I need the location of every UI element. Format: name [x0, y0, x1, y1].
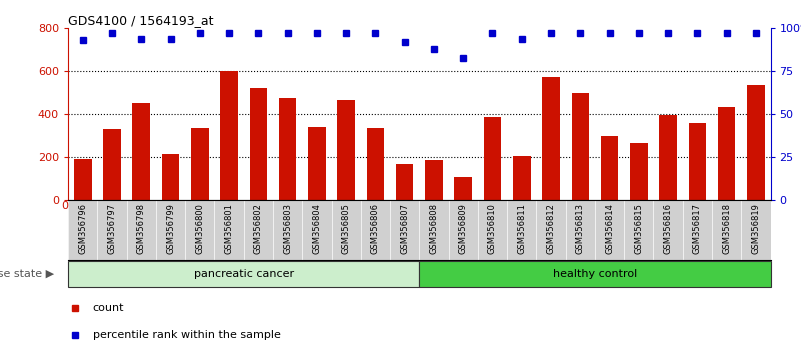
Text: 0: 0: [61, 201, 68, 211]
Text: GSM356808: GSM356808: [429, 203, 438, 254]
Text: GSM356818: GSM356818: [723, 203, 731, 254]
Bar: [425, 160, 443, 200]
Bar: [279, 98, 296, 200]
Bar: [630, 143, 648, 200]
Bar: [103, 129, 121, 200]
Bar: [601, 136, 618, 200]
Bar: [74, 159, 91, 200]
Bar: [162, 154, 179, 200]
Text: GSM356811: GSM356811: [517, 203, 526, 254]
Bar: [513, 156, 530, 200]
Bar: [132, 103, 150, 200]
Text: healthy control: healthy control: [553, 269, 637, 279]
Text: GSM356797: GSM356797: [107, 203, 116, 254]
Bar: [220, 71, 238, 200]
Text: GSM356806: GSM356806: [371, 203, 380, 254]
Text: GSM356800: GSM356800: [195, 203, 204, 254]
Text: GSM356810: GSM356810: [488, 203, 497, 254]
Bar: [308, 127, 326, 200]
Text: GSM356819: GSM356819: [751, 203, 760, 254]
Bar: [454, 177, 472, 200]
Bar: [367, 128, 384, 200]
Bar: [718, 107, 735, 200]
Bar: [396, 164, 413, 200]
Bar: [250, 88, 267, 200]
Text: GSM356813: GSM356813: [576, 203, 585, 254]
Text: GDS4100 / 1564193_at: GDS4100 / 1564193_at: [68, 14, 214, 27]
Text: GSM356807: GSM356807: [400, 203, 409, 254]
Text: GSM356804: GSM356804: [312, 203, 321, 254]
Bar: [542, 76, 560, 200]
Text: count: count: [93, 303, 124, 313]
Bar: [68, 261, 420, 287]
Bar: [572, 93, 589, 200]
Text: GSM356796: GSM356796: [78, 203, 87, 254]
Text: GSM356805: GSM356805: [342, 203, 351, 254]
Text: GSM356803: GSM356803: [283, 203, 292, 254]
Text: GSM356799: GSM356799: [166, 203, 175, 254]
Text: percentile rank within the sample: percentile rank within the sample: [93, 330, 280, 341]
Text: GSM356816: GSM356816: [663, 203, 673, 254]
Text: GSM356802: GSM356802: [254, 203, 263, 254]
Bar: [689, 123, 706, 200]
Bar: [484, 118, 501, 200]
Text: disease state ▶: disease state ▶: [0, 269, 54, 279]
Text: GSM356815: GSM356815: [634, 203, 643, 254]
Text: GSM356809: GSM356809: [459, 203, 468, 254]
Text: GSM356801: GSM356801: [224, 203, 234, 254]
Text: GSM356798: GSM356798: [137, 203, 146, 254]
Bar: [659, 115, 677, 200]
Text: pancreatic cancer: pancreatic cancer: [194, 269, 294, 279]
Text: GSM356812: GSM356812: [546, 203, 556, 254]
Text: GSM356817: GSM356817: [693, 203, 702, 254]
Text: GSM356814: GSM356814: [605, 203, 614, 254]
Bar: [747, 85, 765, 200]
Bar: [420, 261, 771, 287]
Bar: [191, 128, 208, 200]
Bar: [337, 100, 355, 200]
